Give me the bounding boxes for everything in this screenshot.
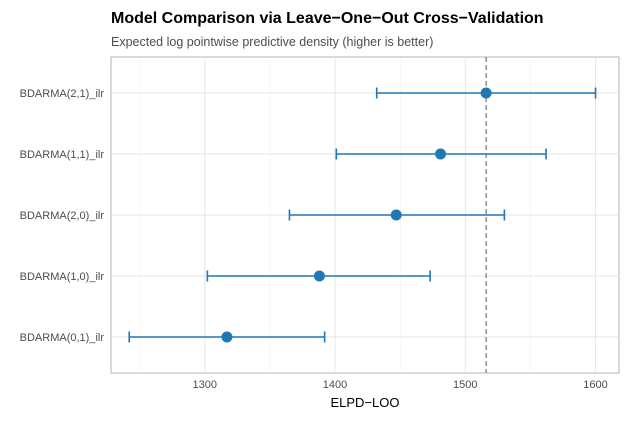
estimate-point [390, 209, 402, 221]
x-tick-label: 1500 [453, 379, 477, 391]
y-tick-label: BDARMA(1,0)_ilr [20, 271, 105, 283]
y-tick-label: BDARMA(1,1)_ilr [20, 149, 105, 161]
interval-marks [128, 87, 597, 343]
chart-title: Model Comparison via Leave−One−Out Cross… [111, 10, 544, 27]
estimate-point [221, 331, 233, 343]
estimate-point [435, 148, 447, 160]
chart-subtitle: Expected log pointwise predictive densit… [111, 35, 434, 49]
estimate-point [313, 270, 325, 282]
x-tick-label: 1600 [583, 379, 607, 391]
tick-labels: BDARMA(2,1)_ilr BDARMA(1,1)_ilr BDARMA(2,0… [20, 88, 608, 391]
y-tick-label: BDARMA(2,1)_ilr [20, 88, 105, 100]
estimate-point [480, 87, 492, 99]
x-tick-label: 1400 [323, 379, 347, 391]
y-tick-label: BDARMA(2,0)_ilr [20, 210, 105, 222]
y-tick-label: BDARMA(0,1)_ilr [20, 332, 105, 344]
x-tick-label: 1300 [193, 379, 217, 391]
x-axis-title: ELPD−LOO [330, 395, 399, 410]
